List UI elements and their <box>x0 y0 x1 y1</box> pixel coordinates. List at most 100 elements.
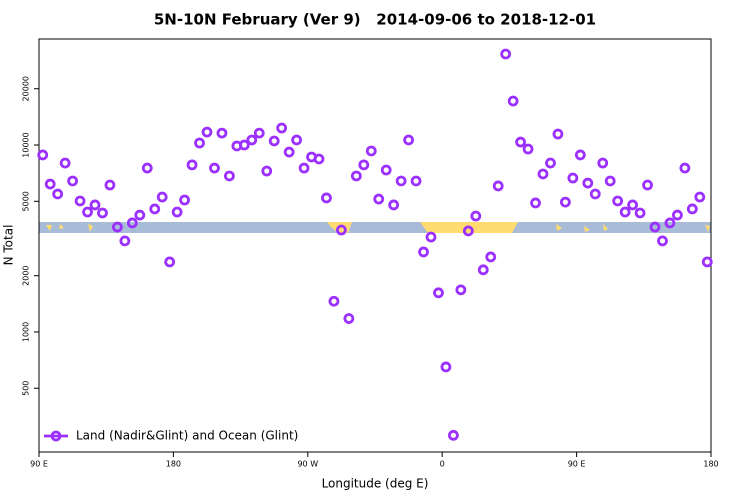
point <box>492 180 504 192</box>
point <box>82 206 93 218</box>
y-tick-label: 5000 <box>22 191 31 211</box>
point <box>97 207 108 219</box>
x-tick-label: 90 E <box>568 460 586 469</box>
point <box>313 153 325 165</box>
x-tick-label: 0 <box>440 460 445 469</box>
point <box>141 162 153 174</box>
point <box>126 217 138 229</box>
y-tick-label: 500 <box>22 381 31 396</box>
point <box>657 235 668 247</box>
point <box>343 313 355 324</box>
map-strip <box>39 222 711 233</box>
point <box>298 162 310 174</box>
point <box>686 203 698 215</box>
y-tick-label: 1000 <box>22 322 31 342</box>
point <box>37 149 49 161</box>
legend-label: Land (Nadir&Glint) and Ocean (Glint) <box>76 429 298 443</box>
point <box>164 256 176 268</box>
point <box>664 217 676 229</box>
point <box>246 134 258 146</box>
point <box>112 221 123 233</box>
point <box>283 146 295 158</box>
point <box>104 179 116 191</box>
point <box>462 225 474 237</box>
point <box>597 157 609 169</box>
point <box>321 192 332 204</box>
point <box>530 197 541 209</box>
point <box>67 175 78 187</box>
point <box>358 159 370 171</box>
point <box>253 127 265 139</box>
point <box>619 206 631 218</box>
point <box>350 170 362 182</box>
point <box>268 135 280 147</box>
point <box>425 231 437 243</box>
point <box>194 137 205 149</box>
point <box>634 207 646 219</box>
point <box>410 175 422 187</box>
point <box>335 224 347 236</box>
plot-frame <box>38 38 712 453</box>
y-tick-label: 2000 <box>22 266 31 286</box>
point <box>515 136 526 148</box>
point <box>537 168 549 180</box>
point <box>522 143 534 155</box>
point <box>395 175 407 187</box>
point <box>156 191 168 203</box>
point <box>403 134 415 146</box>
point <box>418 246 429 258</box>
point <box>612 195 624 207</box>
point <box>201 126 213 138</box>
point <box>365 145 377 157</box>
point <box>328 295 340 307</box>
legend-marker <box>50 430 62 442</box>
point <box>604 175 616 187</box>
point <box>276 122 288 134</box>
legend: Land (Nadir&Glint) and Ocean (Glint) <box>44 429 298 443</box>
point <box>238 139 250 151</box>
point <box>507 95 519 107</box>
point <box>649 221 661 233</box>
point <box>380 164 392 176</box>
point <box>89 199 101 211</box>
point <box>679 162 691 174</box>
point <box>545 157 556 169</box>
point <box>470 210 482 222</box>
point <box>582 177 594 189</box>
chart-title: 5N-10N February (Ver 9) 2014-09-06 to 20… <box>154 11 596 29</box>
point <box>642 179 653 191</box>
point <box>44 178 56 190</box>
point <box>672 209 683 221</box>
y-axis-label: N Total <box>2 225 16 266</box>
point <box>179 194 191 206</box>
point <box>440 361 452 373</box>
point <box>455 284 467 296</box>
point <box>701 256 713 268</box>
point <box>209 162 220 174</box>
point <box>627 199 638 211</box>
point <box>574 149 586 161</box>
point <box>433 287 444 299</box>
point <box>261 165 273 177</box>
point <box>171 206 183 218</box>
point <box>373 193 385 205</box>
point <box>500 48 512 60</box>
point <box>388 199 400 211</box>
point <box>216 127 228 139</box>
point <box>552 128 564 140</box>
point <box>134 209 146 221</box>
point <box>74 195 86 207</box>
x-tick-label: 180 <box>703 460 718 469</box>
point <box>694 191 706 203</box>
point <box>59 157 71 169</box>
point <box>447 429 459 441</box>
point <box>485 251 497 263</box>
point <box>119 235 131 247</box>
x-tick-label: 90 E <box>30 460 48 469</box>
point <box>186 159 198 171</box>
point <box>567 172 579 184</box>
point <box>589 188 601 200</box>
y-tick-label: 10000 <box>22 132 31 157</box>
x-tick-label: 180 <box>166 460 181 469</box>
